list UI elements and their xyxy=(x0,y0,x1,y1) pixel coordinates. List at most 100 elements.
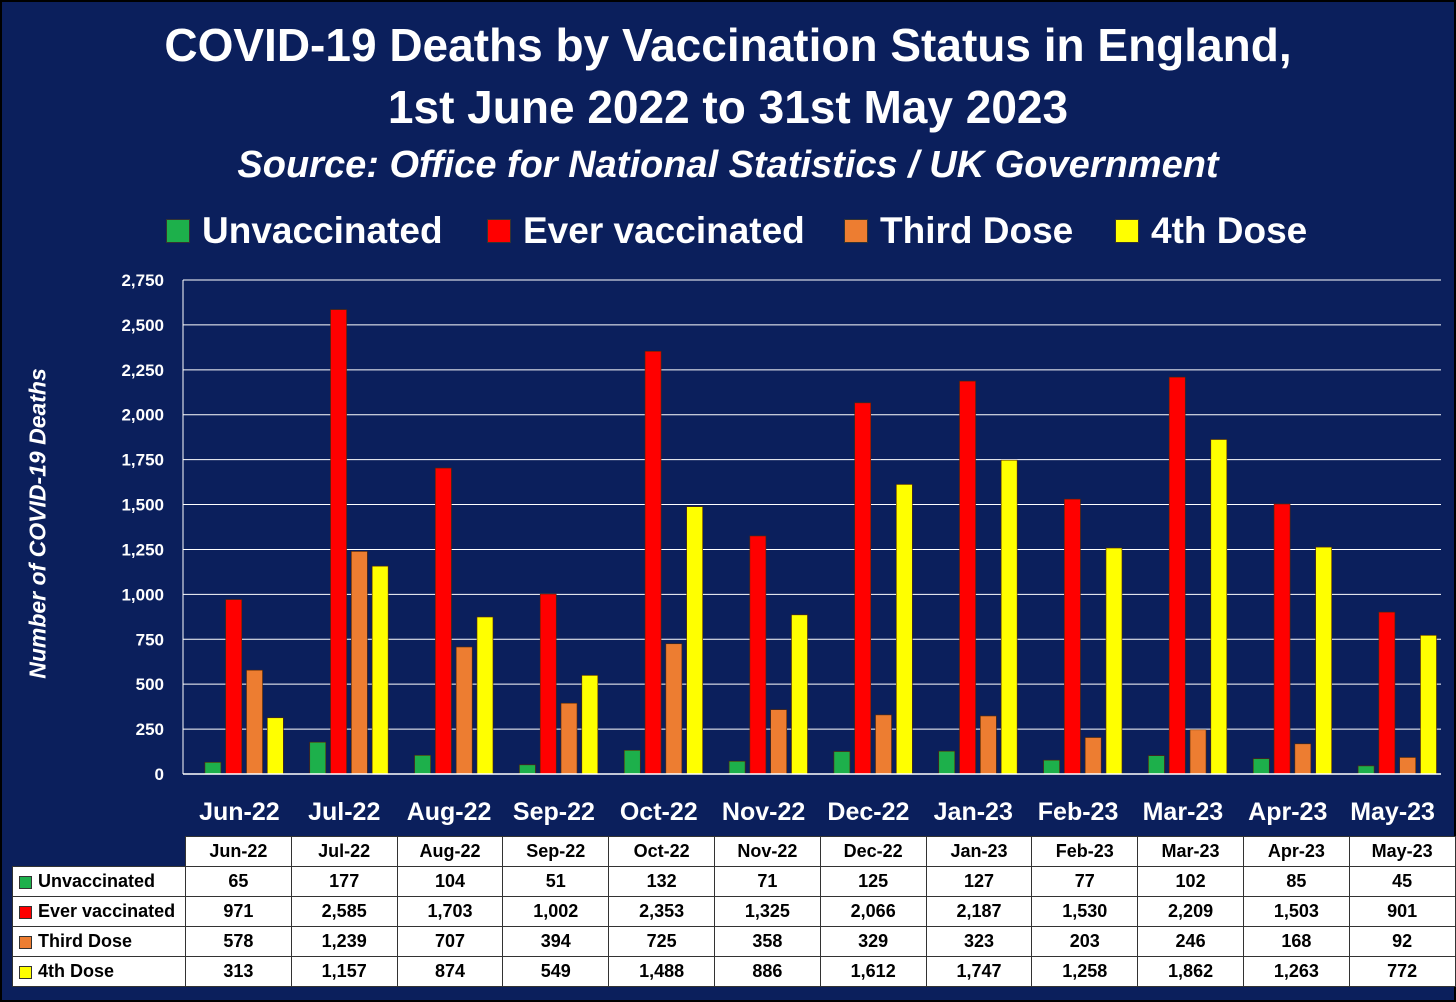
bar-ever-vaccinated-dec-22 xyxy=(854,402,872,775)
bar-ever-vaccinated-jun-22 xyxy=(225,599,243,775)
bar-ever-vaccinated-apr-23 xyxy=(1273,503,1291,775)
table-cell: 85 xyxy=(1242,866,1350,897)
table-cell: 2,209 xyxy=(1137,896,1244,927)
x-tick-label: Jan-23 xyxy=(934,798,1013,826)
legend-item-third-dose: Third Dose xyxy=(844,206,1073,256)
bar-unvaccinated-oct-22 xyxy=(623,749,641,775)
bar-third-dose-mar-23 xyxy=(1189,729,1207,775)
x-tick-label: Jul-22 xyxy=(308,798,380,826)
table-row: Unvaccinated 65 177 104 51 132 71 125 127 77 102 85… xyxy=(12,866,1456,897)
bar-third-dose-apr-23 xyxy=(1294,743,1312,775)
bar-unvaccinated-dec-22 xyxy=(833,751,851,775)
y-tick-label: 1,750 xyxy=(121,451,164,470)
table-cell: 323 xyxy=(925,926,1033,957)
table-row-label: Ever vaccinated xyxy=(12,896,186,927)
table-cell: 1,239 xyxy=(290,926,398,957)
legend-label-ever-vaccinated: Ever vaccinated xyxy=(523,210,805,251)
table-cell: 92 xyxy=(1348,926,1456,957)
table-row-label: Third Dose xyxy=(12,926,186,957)
bar-unvaccinated-jun-22 xyxy=(204,762,222,775)
table-row: Third Dose 578 1,239 707 394 725 358 329 323 203 2… xyxy=(12,926,1456,957)
bar-4th-dose-jul-22 xyxy=(371,565,389,775)
table-cell: 1,747 xyxy=(925,956,1033,987)
table-cell: 2,353 xyxy=(608,896,715,927)
bar-ever-vaccinated-jan-23 xyxy=(959,380,976,775)
bar-third-dose-jan-23 xyxy=(980,715,997,775)
table-header-cell: Jan-23 xyxy=(925,836,1033,867)
table-cell: 886 xyxy=(713,956,821,987)
bar-third-dose-nov-22 xyxy=(770,709,787,775)
bar-third-dose-dec-22 xyxy=(875,714,892,775)
table-cell: 127 xyxy=(925,866,1033,897)
table-legend-swatch xyxy=(19,875,32,889)
y-tick-label: 1,500 xyxy=(121,496,164,515)
table-cell: 358 xyxy=(713,926,821,957)
table-cell: 1,530 xyxy=(1031,896,1139,927)
bar-unvaccinated-jan-23 xyxy=(938,750,956,775)
bar-third-dose-aug-22 xyxy=(455,646,473,775)
table-cell: 104 xyxy=(396,866,504,897)
table-legend-swatch xyxy=(19,935,32,949)
table-row-label: 4th Dose xyxy=(12,956,186,987)
table-legend-swatch xyxy=(19,965,32,979)
bar-4th-dose-dec-22 xyxy=(896,484,913,775)
table-header-cell: Oct-22 xyxy=(608,836,715,867)
bar-unvaccinated-sep-22 xyxy=(519,764,536,775)
x-tick-label: Oct-22 xyxy=(620,798,698,826)
table-row-label-text: Ever vaccinated xyxy=(38,901,176,921)
table-cell: 51 xyxy=(502,866,610,897)
bar-4th-dose-jan-23 xyxy=(1000,459,1018,775)
table-corner xyxy=(12,836,186,867)
table-cell: 71 xyxy=(713,866,821,897)
bar-ever-vaccinated-mar-23 xyxy=(1168,376,1186,775)
table-cell: 1,862 xyxy=(1137,956,1244,987)
table-cell: 971 xyxy=(185,896,292,927)
table-cell: 707 xyxy=(396,926,504,957)
chart-legend: Unvaccinated Ever vaccinated Third Dose … xyxy=(0,206,1456,256)
legend-item-4th-dose: 4th Dose xyxy=(1115,206,1307,256)
table-cell: 394 xyxy=(502,926,610,957)
table-cell: 1,002 xyxy=(502,896,610,927)
table-cell: 1,263 xyxy=(1242,956,1350,987)
table-row-label: Unvaccinated xyxy=(12,866,186,897)
bar-ever-vaccinated-may-23 xyxy=(1378,611,1396,775)
table-cell: 1,503 xyxy=(1242,896,1350,927)
table-cell: 772 xyxy=(1348,956,1456,987)
table-cell: 549 xyxy=(502,956,610,987)
table-cell: 578 xyxy=(185,926,292,957)
table-cell: 901 xyxy=(1348,896,1456,927)
table-header-cell: Dec-22 xyxy=(819,836,927,867)
bar-unvaccinated-nov-22 xyxy=(728,760,746,775)
chart-subtitle: Source: Office for National Statistics /… xyxy=(237,144,1219,186)
y-tick-label: 1,250 xyxy=(121,540,164,559)
x-tick-label: Nov-22 xyxy=(722,798,805,826)
bar-third-dose-oct-22 xyxy=(665,643,683,775)
table-cell: 177 xyxy=(290,866,398,897)
table-header-cell: Sep-22 xyxy=(502,836,610,867)
y-tick-label: 1,000 xyxy=(121,585,164,604)
legend-swatch-4th-dose xyxy=(1115,219,1139,243)
bar-third-dose-sep-22 xyxy=(560,702,578,775)
chart-title-line-2: 1st June 2022 to 31st May 2023 xyxy=(387,81,1069,133)
table-cell: 1,157 xyxy=(290,956,398,987)
legend-swatch-ever-vaccinated xyxy=(487,219,511,243)
table-cell: 2,066 xyxy=(819,896,927,927)
bar-chart: 0 250 500 750 1,000 1,250 1,500 1,750 2,000 2,250… xyxy=(121,271,1441,826)
bar-ever-vaccinated-sep-22 xyxy=(539,593,557,775)
table-cell: 313 xyxy=(185,956,292,987)
bar-ever-vaccinated-nov-22 xyxy=(749,535,767,775)
y-tick-label: 2,000 xyxy=(121,406,164,425)
table-row-label-text: Third Dose xyxy=(38,931,133,951)
legend-swatch-third-dose xyxy=(844,219,868,243)
table-cell: 2,187 xyxy=(925,896,1033,927)
chart-title-line-1: COVID-19 Deaths by Vaccination Status in… xyxy=(164,19,1292,71)
table-header-cell: May-23 xyxy=(1348,836,1456,867)
bar-ever-vaccinated-oct-22 xyxy=(644,351,662,775)
bar-ever-vaccinated-jul-22 xyxy=(330,309,347,775)
bar-4th-dose-sep-22 xyxy=(581,675,599,775)
x-tick-label: Dec-22 xyxy=(827,798,909,826)
table-cell: 1,612 xyxy=(819,956,927,987)
table-cell: 102 xyxy=(1137,866,1244,897)
table-cell: 203 xyxy=(1031,926,1139,957)
bar-unvaccinated-apr-23 xyxy=(1252,758,1270,775)
